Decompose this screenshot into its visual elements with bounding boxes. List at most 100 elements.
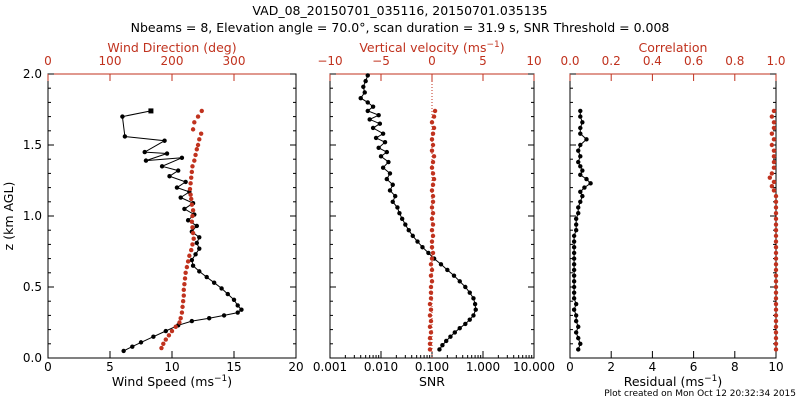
- data-point: [773, 228, 779, 233]
- data-point: [199, 108, 204, 114]
- bottom-axis-label: SNR: [419, 374, 445, 389]
- data-point: [578, 154, 583, 159]
- data-point: [367, 117, 372, 122]
- data-point: [428, 307, 434, 312]
- data-point: [211, 280, 217, 285]
- data-point: [773, 256, 779, 261]
- data-point: [471, 313, 476, 318]
- data-point: [181, 293, 186, 298]
- data-point: [573, 318, 579, 324]
- data-point: [188, 192, 193, 197]
- data-point: [225, 291, 230, 297]
- data-point: [361, 84, 366, 89]
- x-tick-label: 10.000: [513, 360, 555, 374]
- data-point: [410, 233, 415, 239]
- data-point: [576, 148, 581, 153]
- data-point: [178, 316, 183, 321]
- data-point: [430, 199, 436, 204]
- data-point: [773, 262, 779, 267]
- data-point: [571, 245, 577, 250]
- data-point: [431, 114, 437, 119]
- top-tick-label: −5: [372, 54, 390, 68]
- data-point: [773, 318, 779, 324]
- data-point: [193, 252, 198, 257]
- data-point: [161, 341, 166, 346]
- title-line-2: Nbeams = 8, Elevation angle = 70.0°, sca…: [131, 20, 670, 35]
- data-point: [390, 199, 395, 204]
- data-point: [580, 193, 585, 199]
- data-point: [387, 188, 393, 193]
- data-point: [429, 279, 435, 284]
- data-point: [773, 290, 779, 295]
- data-point: [195, 114, 201, 119]
- data-point: [120, 114, 125, 119]
- data-point: [384, 149, 390, 155]
- data-point: [189, 247, 194, 253]
- data-point: [773, 296, 779, 301]
- data-point: [428, 330, 434, 335]
- bottom-axis-label: Wind Speed (ms−1): [112, 374, 232, 389]
- data-point: [769, 114, 775, 119]
- y-tick-label: 0.0: [23, 351, 42, 365]
- data-point: [428, 284, 434, 290]
- data-point: [573, 216, 579, 222]
- top-tick-label: 0.8: [725, 54, 744, 68]
- title-line-1: VAD_08_20150701_035116, 20150701.035135: [252, 3, 547, 18]
- data-point: [190, 208, 196, 213]
- y-axis-label: z (km AGL): [1, 182, 16, 251]
- data-point: [571, 279, 577, 284]
- x-tick-label: 5: [106, 360, 114, 374]
- data-point: [571, 267, 577, 273]
- top-tick-label: 0: [44, 54, 52, 68]
- data-point: [773, 216, 779, 222]
- data-point: [429, 216, 435, 222]
- data-point: [571, 256, 577, 261]
- data-point: [431, 154, 437, 159]
- data-point: [192, 158, 197, 163]
- data-point: [771, 179, 777, 185]
- data-point: [380, 165, 386, 170]
- data-point: [197, 246, 202, 251]
- data-point: [429, 267, 435, 273]
- data-point: [452, 330, 458, 335]
- data-point: [430, 131, 436, 136]
- data-point: [390, 182, 395, 187]
- data-point: [431, 125, 437, 131]
- data-point: [771, 108, 777, 114]
- data-point: [426, 250, 431, 256]
- top-tick-label: 0.4: [643, 54, 662, 68]
- data-point: [429, 239, 435, 244]
- x-tick-label: 15: [226, 360, 241, 374]
- x-tick-label: 0: [44, 360, 52, 374]
- data-point: [138, 340, 144, 345]
- data-point: [363, 78, 368, 84]
- data-point: [182, 281, 187, 287]
- data-point: [429, 165, 435, 170]
- y-tick-label: 2.0: [23, 67, 42, 81]
- data-point: [580, 168, 585, 173]
- data-point: [190, 127, 196, 132]
- data-point: [576, 159, 581, 165]
- data-point: [767, 175, 773, 180]
- data-point: [159, 345, 164, 351]
- data-point: [221, 313, 227, 318]
- data-point: [578, 199, 583, 204]
- data-point: [437, 347, 442, 352]
- data-point: [576, 347, 581, 352]
- data-point: [430, 159, 436, 165]
- data-point: [428, 318, 434, 324]
- x-tick-label: 2: [607, 360, 615, 374]
- data-point: [573, 222, 579, 227]
- data-point: [365, 108, 370, 114]
- y-tick-label: 1.5: [23, 138, 42, 152]
- data-point: [571, 284, 577, 290]
- data-point: [190, 242, 195, 247]
- data-point: [197, 235, 202, 240]
- data-point: [207, 316, 212, 321]
- data-point: [382, 139, 388, 145]
- data-point: [773, 341, 779, 346]
- data-point: [773, 199, 779, 204]
- data-point: [584, 176, 589, 182]
- data-point: [197, 137, 202, 142]
- data-point: [427, 341, 433, 346]
